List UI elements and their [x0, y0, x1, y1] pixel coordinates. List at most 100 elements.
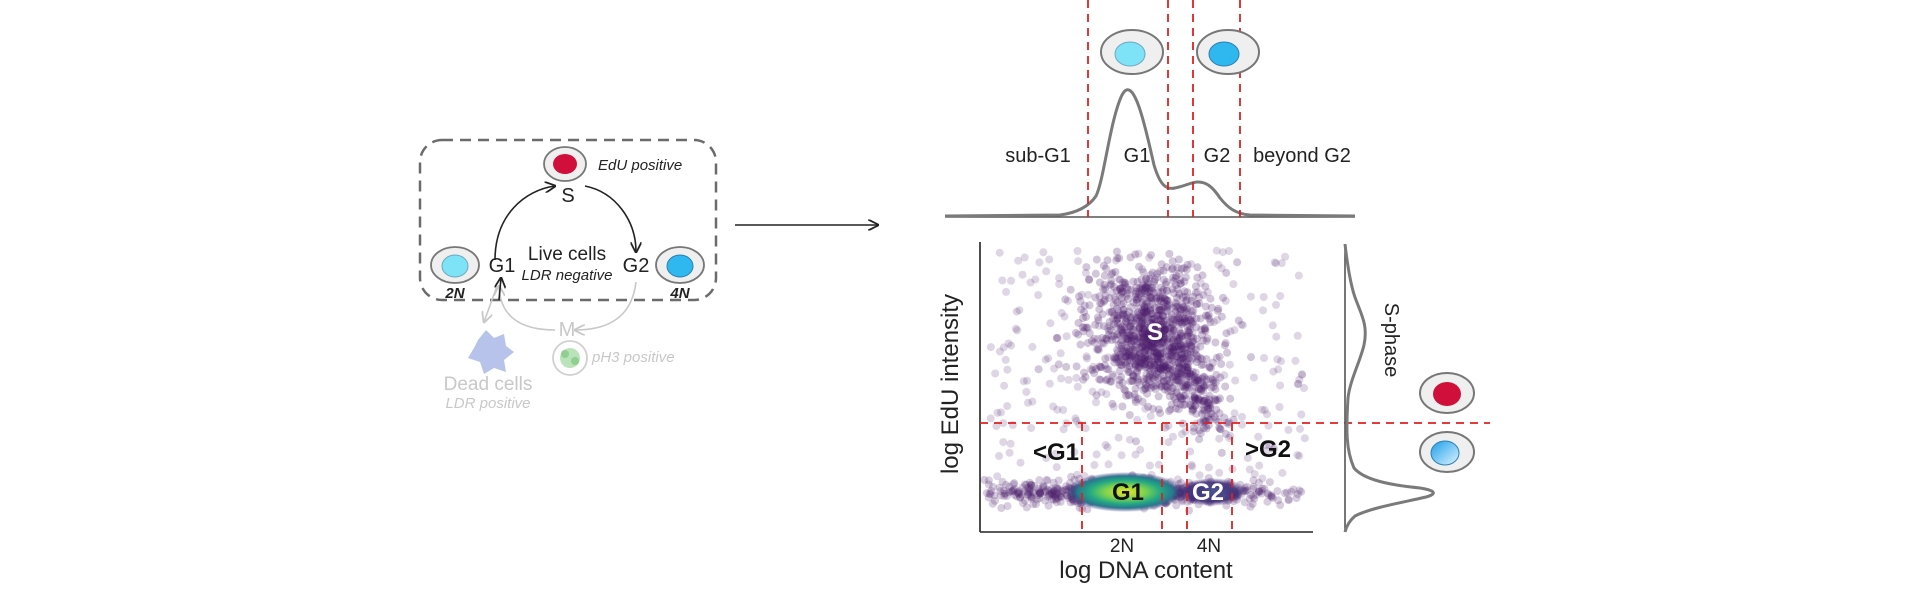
- scatter-point: [1081, 424, 1090, 433]
- scatter-point: [1154, 460, 1163, 469]
- scatter-point: [1231, 376, 1240, 385]
- scatter-point: [1181, 391, 1190, 400]
- scatter-point: [1149, 318, 1158, 327]
- scatter-point: [1150, 315, 1159, 324]
- scatter-point: [1110, 358, 1119, 367]
- scatter-point: [1164, 355, 1173, 364]
- scatter-point: [1146, 412, 1155, 421]
- scatter-point: [1144, 332, 1152, 340]
- scatter-point: [1154, 305, 1163, 314]
- scatter-point: [1152, 335, 1161, 344]
- scatter-point: [1178, 314, 1187, 322]
- scatter-point: [1148, 328, 1157, 337]
- scatter-point: [1172, 271, 1181, 280]
- scatter-point: [1118, 346, 1127, 355]
- scatter-point: [1144, 341, 1153, 350]
- scatter-point: [1143, 374, 1151, 383]
- cell-cycle-schematic: EdU positive S G1 2N Live cells LDR nega…: [418, 138, 718, 412]
- scatter-point: [1179, 391, 1188, 400]
- scatter-point: [1146, 286, 1155, 295]
- scatter-point: [1160, 385, 1169, 394]
- scatter-point: [1116, 331, 1125, 340]
- scatter-point: [1108, 370, 1117, 379]
- scatter-point: [1176, 318, 1185, 327]
- scatter-point: [1168, 365, 1177, 374]
- scatter-point: [1047, 485, 1056, 494]
- scatter-point: [1085, 301, 1094, 310]
- scatter-point: [1148, 373, 1157, 382]
- scatter-point: [1199, 360, 1208, 369]
- scatter-point: [1047, 488, 1056, 497]
- scatter-point: [1148, 331, 1157, 340]
- scatter-point: [1141, 353, 1150, 362]
- scatter-point: [1177, 329, 1185, 338]
- scatter-point: [1113, 319, 1122, 328]
- scatter-point: [1151, 329, 1160, 338]
- scatter-point: [1053, 489, 1062, 498]
- scatter-point: [1207, 383, 1216, 392]
- scatter-point: [1204, 463, 1213, 472]
- scatter-point: [1020, 253, 1029, 262]
- scatter-point: [1268, 493, 1277, 502]
- scatter-point: [1293, 331, 1302, 340]
- scatter-point: [1160, 326, 1169, 335]
- scatter-point: [1142, 336, 1151, 345]
- scatter-point: [1095, 278, 1104, 287]
- scatter-point: [1028, 493, 1036, 502]
- scatter-point: [1140, 302, 1149, 311]
- scatter-point: [1101, 361, 1109, 370]
- scatter-point: [1126, 377, 1135, 386]
- scatter-point: [1135, 290, 1144, 299]
- scatter-point: [1284, 496, 1293, 505]
- scatter-point: [1186, 369, 1194, 378]
- scatter-point: [1126, 316, 1135, 325]
- scatter-point: [1158, 311, 1167, 320]
- scatter-point: [1080, 323, 1089, 332]
- scatter-point: [1118, 402, 1127, 411]
- scatter-point: [1180, 314, 1189, 323]
- scatter-point: [1175, 354, 1184, 363]
- scatter-point: [1132, 357, 1141, 366]
- scatter-point: [1206, 404, 1215, 412]
- scatter-point: [1177, 395, 1186, 404]
- scatter-point: [1184, 354, 1193, 363]
- scatter-point: [1168, 285, 1177, 293]
- scatter-point: [1079, 375, 1088, 384]
- scatter-point: [1117, 300, 1126, 309]
- scatter-point: [1147, 338, 1156, 347]
- scatter-point: [1073, 247, 1082, 255]
- scatter-point: [1265, 441, 1274, 450]
- scatter-point: [1140, 321, 1149, 330]
- scatter-point: [1140, 341, 1149, 350]
- scatter-point: [1140, 314, 1149, 323]
- scatter-point: [1214, 417, 1223, 426]
- scatter-point: [1113, 298, 1122, 307]
- scatter-point: [1099, 322, 1108, 331]
- scatter-point: [1203, 398, 1212, 407]
- scatter-point: [1176, 310, 1184, 319]
- scatter-point: [1159, 377, 1168, 386]
- scatter-point: [1216, 424, 1224, 433]
- scatter-point: [1196, 429, 1205, 438]
- scatter-point: [1117, 451, 1126, 460]
- scatter-point: [1183, 366, 1192, 375]
- scatter-point: [1116, 350, 1125, 359]
- scatter-point: [1222, 329, 1231, 338]
- scatter-point: [1079, 327, 1088, 336]
- scatter-point: [1024, 398, 1032, 407]
- scatter-point: [1203, 402, 1212, 411]
- scatter-point: [1104, 460, 1113, 469]
- scatter-point: [1002, 480, 1010, 489]
- scatter-point: [1292, 494, 1301, 503]
- scatter-point: [1188, 387, 1197, 396]
- scatter-point: [1152, 332, 1161, 341]
- scatter-point: [1112, 256, 1120, 265]
- scatter-point: [1138, 265, 1147, 274]
- scatter-point: [1162, 278, 1171, 286]
- scatter-point: [1124, 338, 1133, 347]
- scatter-point: [1154, 335, 1163, 344]
- scatter-point: [1166, 324, 1175, 332]
- g2-cell-icon-side: [1419, 431, 1475, 473]
- scatter-point: [1154, 357, 1163, 366]
- scatter-point: [1072, 362, 1081, 371]
